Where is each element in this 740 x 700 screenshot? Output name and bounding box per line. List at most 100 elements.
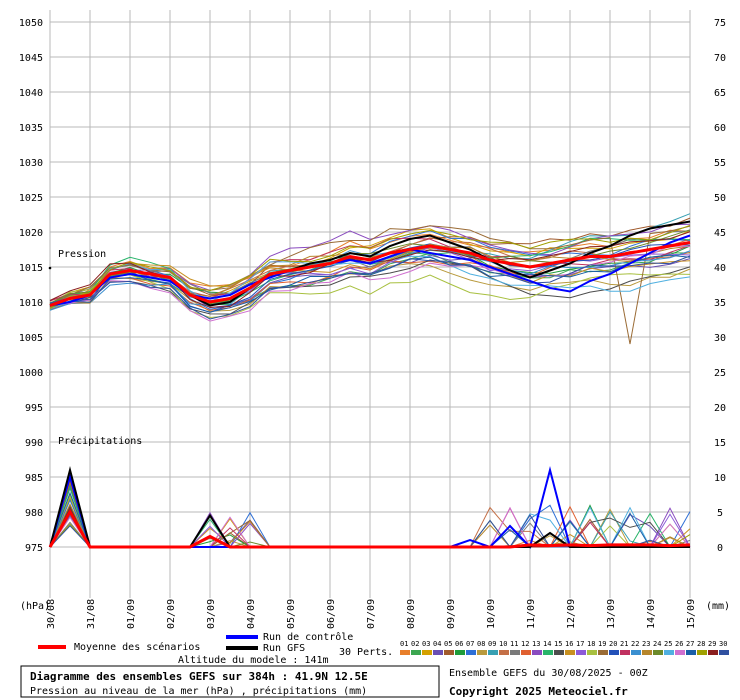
y-right-tick-label: 5 [717,508,723,519]
x-date-label: 09/09 [446,599,457,629]
x-date-label: 03/09 [206,599,217,629]
left-axis-unit: (hPa) [20,601,50,612]
y-right-tick-label: 55 [714,158,726,169]
copyright: Copyright 2025 Meteociel.fr [449,685,628,698]
pert-legend-swatch [521,650,531,655]
pert-legend-swatch [510,650,520,655]
run-info: Ensemble GEFS du 30/08/2025 - 00Z [449,668,648,679]
pert-pressure-line-16 [49,247,691,308]
pert-pressure-line-30 [49,255,691,320]
pert-legend-number: 02 [411,640,419,648]
y-right-tick-label: 15 [714,438,726,449]
pert-legend-number: 04 [433,640,441,648]
pressure-panel-label: Pression [58,249,106,260]
pert-legend-number: 03 [422,640,430,648]
pert-legend-number: 19 [598,640,606,648]
x-date-label: 11/09 [526,599,537,629]
pert-legend-swatch [609,650,619,655]
x-date-label: 07/09 [366,599,377,629]
pert-legend-swatch [576,650,586,655]
y-left-tick-label: 995 [25,403,43,414]
pert-legend-number: 29 [708,640,716,648]
pert-legend-number: 24 [653,640,661,648]
pert-legend-number: 14 [543,640,551,648]
legend-gfs-label: Run GFS [263,643,305,654]
pert-legend-number: 06 [455,640,463,648]
pert-legend-number: 18 [587,640,595,648]
pert-pressure-line-28 [49,224,691,309]
x-date-label: 05/09 [286,599,297,629]
pert-legend-number: 15 [554,640,562,648]
y-right-tick-label: 0 [717,543,723,554]
x-date-label: 10/09 [486,599,497,629]
legend-mean-label: Moyenne des scénarios [74,641,200,653]
pert-legend-number: 01 [400,640,408,648]
x-date-label: 13/09 [606,599,617,629]
x-date-label: 30/08 [46,599,57,629]
current-value-dot [48,266,52,270]
y-axis-labels: 9759809859909951000100510101015102010251… [19,18,726,554]
y-left-tick-label: 1050 [19,18,43,29]
pert-legend-swatch [411,650,421,655]
chart-grid [49,10,691,598]
pert-legend-number: 05 [444,640,452,648]
y-right-tick-label: 65 [714,88,726,99]
y-left-tick-label: 1040 [19,88,43,99]
y-right-tick-label: 70 [714,53,726,64]
legend-control-label: Run de contrôle [263,631,353,643]
pert-legend-number: 23 [642,640,650,648]
right-axis-unit: (mm) [706,601,730,612]
pert-legend-number: 16 [565,640,573,648]
pert-legend-swatch [543,650,553,655]
main-series-lines [48,220,691,549]
pert-legend-number: 10 [499,640,507,648]
pert-legend-number: 07 [466,640,474,648]
y-left-tick-label: 1000 [19,368,43,379]
y-left-tick-label: 1030 [19,158,43,169]
pert-legend-swatch [477,650,487,655]
legend: Moyenne des scénarios Run de contrôle Ru… [38,631,729,658]
pert-pressure-line-27 [49,254,691,313]
pert-legend-swatch [653,650,663,655]
x-date-label: 01/09 [126,599,137,629]
pert-legend-swatch [422,650,432,655]
precip-panel-label: Précipitations [58,435,142,447]
control-pressure-line [49,234,691,307]
y-left-tick-label: 985 [25,473,43,484]
pert-legend-number: 09 [488,640,496,648]
pert-legend-swatch [499,650,509,655]
x-date-label: 08/09 [406,599,417,629]
y-left-tick-label: 975 [25,543,43,554]
pert-legend-swatch [631,650,641,655]
y-right-tick-label: 40 [714,263,726,274]
pert-legend-swatch [455,650,465,655]
title-box [20,665,440,698]
pert-legend-swatch [675,650,685,655]
y-right-tick-label: 45 [714,228,726,239]
pert-legend-swatch [554,650,564,655]
pert-legend-swatch [488,650,498,655]
pert-legend-swatch [532,650,542,655]
y-left-tick-label: 1025 [19,193,43,204]
y-right-tick-label: 25 [714,368,726,379]
y-left-tick-label: 990 [25,438,43,449]
x-date-label: 15/09 [686,599,697,629]
pert-legend-number: 21 [620,640,628,648]
pert-legend-swatch [598,650,608,655]
mean-precip-line [48,508,691,549]
pert-legend-swatch [466,650,476,655]
y-right-tick-label: 30 [714,333,726,344]
pert-legend-swatch [708,650,718,655]
y-left-tick-label: 1010 [19,298,43,309]
y-left-tick-label: 1035 [19,123,43,134]
x-date-label: 04/09 [246,599,257,629]
mean-pressure-line [49,241,691,307]
y-right-tick-label: 50 [714,193,726,204]
pert-legend-swatch [400,650,410,655]
pert-legend-number: 25 [664,640,672,648]
pert-legend-number: 20 [609,640,617,648]
pert-legend-number: 08 [477,640,485,648]
legend-perts-label: 30 Perts. [339,647,393,658]
pert-legend-swatch [664,650,674,655]
